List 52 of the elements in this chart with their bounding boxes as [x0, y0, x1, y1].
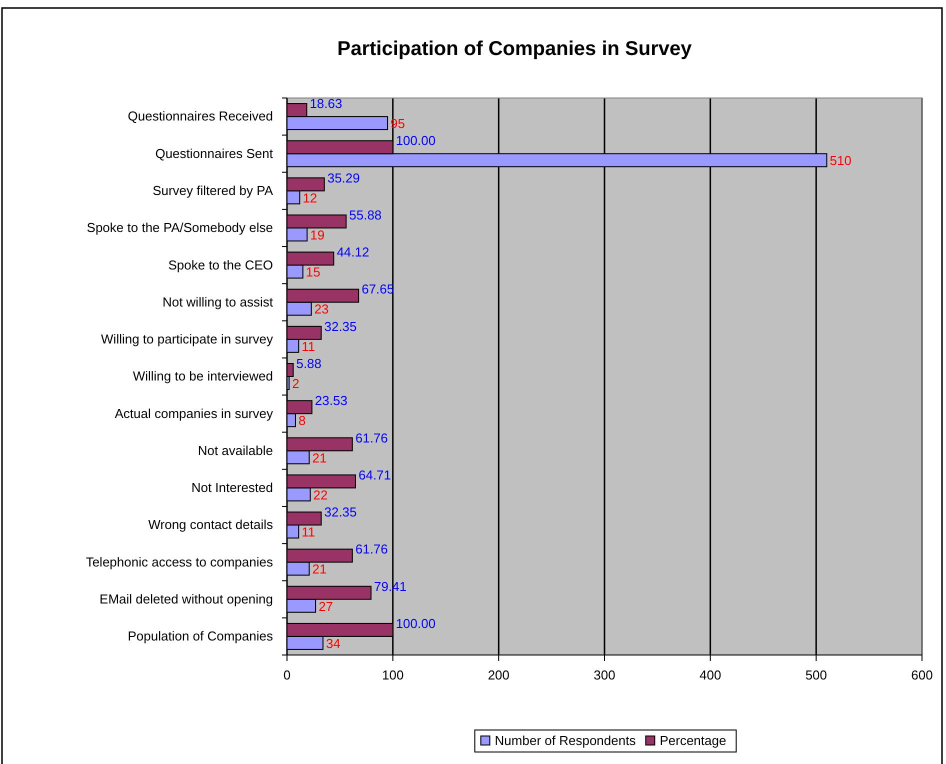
data-label: 23.53 — [314, 393, 348, 408]
x-tick-label: 200 — [488, 668, 510, 683]
data-label: 22 — [313, 487, 328, 502]
data-label: 21 — [312, 562, 327, 577]
y-tick-label: Survey filtered by PA — [152, 182, 274, 198]
data-label: 64.71 — [358, 467, 392, 482]
y-tick-label: Actual companies in survey — [114, 406, 274, 421]
chart-title: Participation of Companies in Survey — [337, 38, 693, 60]
y-tick-label: Willing to participate in survey — [101, 332, 274, 347]
data-label: 12 — [302, 190, 318, 206]
data-label: 15 — [306, 264, 320, 280]
y-tick-label: Not Interested — [191, 480, 273, 496]
data-label: 35.29 — [327, 170, 360, 186]
y-tick-label: Spoke to the CEO — [168, 257, 273, 272]
legend-label: Percentage — [660, 733, 726, 748]
x-tick-label: 600 — [911, 668, 933, 683]
y-tick-label: Not available — [198, 442, 273, 458]
data-label: 11 — [302, 524, 316, 540]
y-tick-label: Not willing to assist — [162, 294, 274, 310]
data-label: 11 — [302, 338, 316, 354]
data-label: 32.35 — [324, 504, 357, 520]
x-tick-label: 500 — [805, 668, 828, 683]
data-label: 32.35 — [324, 318, 357, 334]
y-tick-label: Spoke to the PA/Somebody else — [86, 220, 273, 236]
data-label: 2 — [292, 376, 300, 391]
data-label: 27 — [318, 598, 334, 614]
x-tick-label: 300 — [594, 668, 616, 683]
data-label: 34 — [326, 636, 340, 651]
x-tick-label: 100 — [382, 668, 404, 683]
data-label: 61.76 — [355, 542, 388, 557]
data-label: 21 — [312, 450, 327, 466]
y-tick-label: Population of Companies — [128, 628, 274, 644]
y-tick-label: Questionnaires Sent — [155, 146, 274, 161]
data-label: 18.63 — [310, 96, 342, 112]
x-tick-label: 0 — [283, 668, 291, 683]
x-tick-label: 400 — [699, 668, 722, 683]
data-label: 100.00 — [396, 616, 436, 631]
y-tick-label: Wrong contact details — [148, 517, 274, 532]
data-label: 44.12 — [336, 244, 370, 260]
y-tick-label: Willing to be interviewed — [132, 368, 273, 384]
y-tick-label: EMail deleted without opening — [100, 591, 273, 606]
data-label: 5.88 — [296, 356, 322, 371]
data-label: 510 — [830, 153, 852, 168]
y-tick-label: Questionnaires Received — [128, 108, 273, 124]
data-label: 55.88 — [349, 207, 382, 222]
data-label: 8 — [298, 413, 306, 428]
data-label: 19 — [310, 227, 325, 242]
data-label: 61.76 — [355, 430, 388, 446]
data-label: 23 — [314, 302, 329, 317]
y-tick-label: Telephonic access to companies — [86, 554, 274, 570]
data-label: 100.00 — [396, 133, 436, 148]
legend-label: Number of Respondents — [494, 733, 636, 748]
